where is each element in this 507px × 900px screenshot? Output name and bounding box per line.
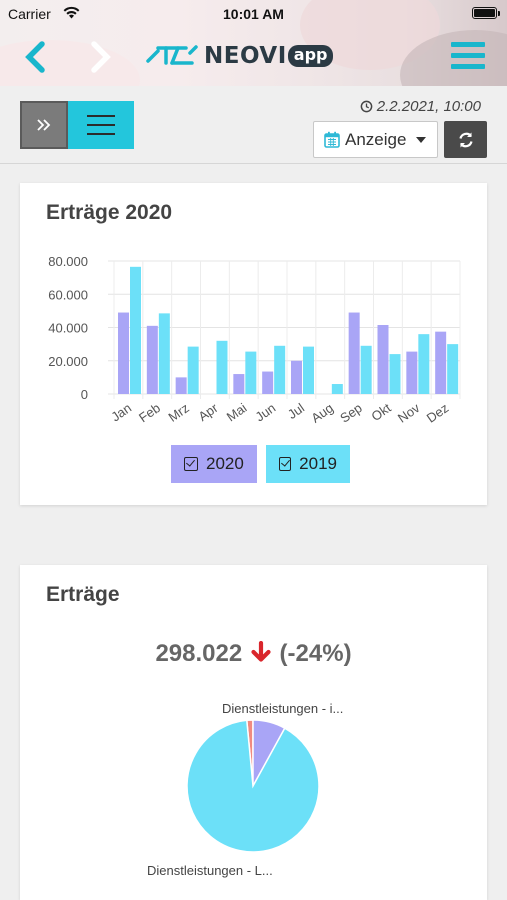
card-title: Erträge 2020 <box>46 201 173 224</box>
total-value: 298.022 <box>155 640 243 667</box>
expand-button[interactable] <box>20 101 68 149</box>
timestamp: 2.2.2021, 10:00 <box>360 98 481 115</box>
calendar-icon <box>324 131 340 148</box>
refresh-button[interactable] <box>444 121 487 158</box>
bar-2019-Okt[interactable] <box>389 354 401 394</box>
x-tick-label: Jun <box>253 400 279 424</box>
y-tick-label: 0 <box>81 387 88 402</box>
x-tick-label: Jul <box>285 400 307 422</box>
pie-label-top: Dienstleistungen - i... <box>222 701 344 716</box>
legend-2019-toggle[interactable]: 2019 <box>266 445 350 483</box>
bar-2019-Dez[interactable] <box>447 344 459 394</box>
y-tick-label: 80.000 <box>48 254 88 269</box>
bar-2020-Jun[interactable] <box>262 371 274 394</box>
y-tick-label: 40.000 <box>48 321 88 336</box>
app-logo: NEOVI app <box>146 40 334 72</box>
y-tick-label: 20.000 <box>48 354 88 369</box>
forward-chevron-icon[interactable] <box>88 40 114 74</box>
app-header: Carrier 10:01 AM NEOVI app <box>0 0 507 86</box>
wifi-icon <box>63 6 80 19</box>
bar-chart: 0 20.000 40.000 60.000 80.000 Jan Feb Mrz Apr Ma… <box>48 254 461 426</box>
bar-2020-Sep[interactable] <box>348 312 360 394</box>
x-tick-label: Sep <box>337 400 365 426</box>
bar-2020-Dez[interactable] <box>435 331 447 394</box>
x-tick-label: Jan <box>108 400 134 424</box>
bar-2019-Apr[interactable] <box>216 340 228 394</box>
double-chevron-right-icon <box>37 119 51 131</box>
refresh-icon <box>458 132 473 147</box>
bar-2019-Mai[interactable] <box>245 351 257 394</box>
bar-2020-Nov[interactable] <box>406 351 418 394</box>
bar-2020-Jan[interactable] <box>118 312 129 394</box>
total-change: (-24%) <box>279 640 352 667</box>
bar-2019-Jul[interactable] <box>303 346 314 394</box>
legend-label: 2020 <box>206 454 244 473</box>
bar-2020-Mai[interactable] <box>233 374 245 394</box>
x-tick-label: Apr <box>195 400 221 424</box>
logo-mark-icon <box>146 45 198 65</box>
bar-2019-Aug[interactable] <box>331 384 343 394</box>
arrow-down-icon <box>251 641 271 662</box>
checkbox-icon <box>184 457 198 471</box>
revenue-card: Erträge 298.022 (-24%) Dienstleistungen … <box>20 565 487 900</box>
checkbox-icon <box>279 457 292 471</box>
bar-2020-Jul[interactable] <box>291 360 302 394</box>
bar-2020-Mrz[interactable] <box>175 377 187 394</box>
x-tick-label: Mrz <box>165 400 191 425</box>
revenue-2020-card: Erträge 2020 0 20.000 40.000 60.000 80.000 J… <box>20 183 487 505</box>
x-tick-label: Mai <box>224 400 250 424</box>
view-toggle <box>20 101 134 149</box>
battery-icon <box>472 7 500 19</box>
timestamp-text: 2.2.2021, 10:00 <box>376 98 481 115</box>
list-menu-button[interactable] <box>68 101 134 149</box>
pie-slice[interactable] <box>186 719 320 853</box>
bar-2019-Feb[interactable] <box>158 313 170 394</box>
x-tick-label: Aug <box>308 400 336 426</box>
legend-label: 2019 <box>299 454 337 473</box>
bar-2019-Jan[interactable] <box>130 266 141 394</box>
bar-2019-Mrz[interactable] <box>187 346 199 394</box>
y-tick-label: 60.000 <box>48 287 88 302</box>
pie-chart <box>186 719 320 853</box>
clock-icon <box>360 100 373 113</box>
logo-badge: app <box>287 45 334 67</box>
status-time: 10:01 AM <box>223 6 284 22</box>
view-dropdown[interactable]: Anzeige <box>313 121 438 158</box>
bar-2019-Nov[interactable] <box>418 334 430 394</box>
x-tick-label: Dez <box>424 400 452 426</box>
x-tick-label: Feb <box>136 400 163 425</box>
x-tick-label: Nov <box>395 400 423 426</box>
revenue-total: 298.022 (-24%) <box>20 640 487 668</box>
toolbar: 2.2.2021, 10:00 Anzeige <box>0 86 507 164</box>
view-dropdown-label: Anzeige <box>345 129 407 149</box>
logo-text: NEOVI <box>204 43 287 69</box>
legend-2020-toggle[interactable]: 2020 <box>171 445 257 483</box>
x-tick-label: Okt <box>368 400 393 424</box>
bar-2019-Jun[interactable] <box>274 345 286 394</box>
pie-label-bottom: Dienstleistungen - L... <box>147 863 273 878</box>
card-title: Erträge <box>46 583 120 606</box>
carrier-label: Carrier <box>8 6 51 22</box>
status-bar: Carrier 10:01 AM <box>0 0 507 28</box>
bar-2020-Okt[interactable] <box>377 325 389 394</box>
bar-2019-Sep[interactable] <box>360 345 372 394</box>
caret-down-icon <box>416 136 427 143</box>
menu-icon[interactable] <box>451 42 485 70</box>
back-chevron-icon[interactable] <box>22 40 48 74</box>
bar-2020-Feb[interactable] <box>146 325 158 394</box>
